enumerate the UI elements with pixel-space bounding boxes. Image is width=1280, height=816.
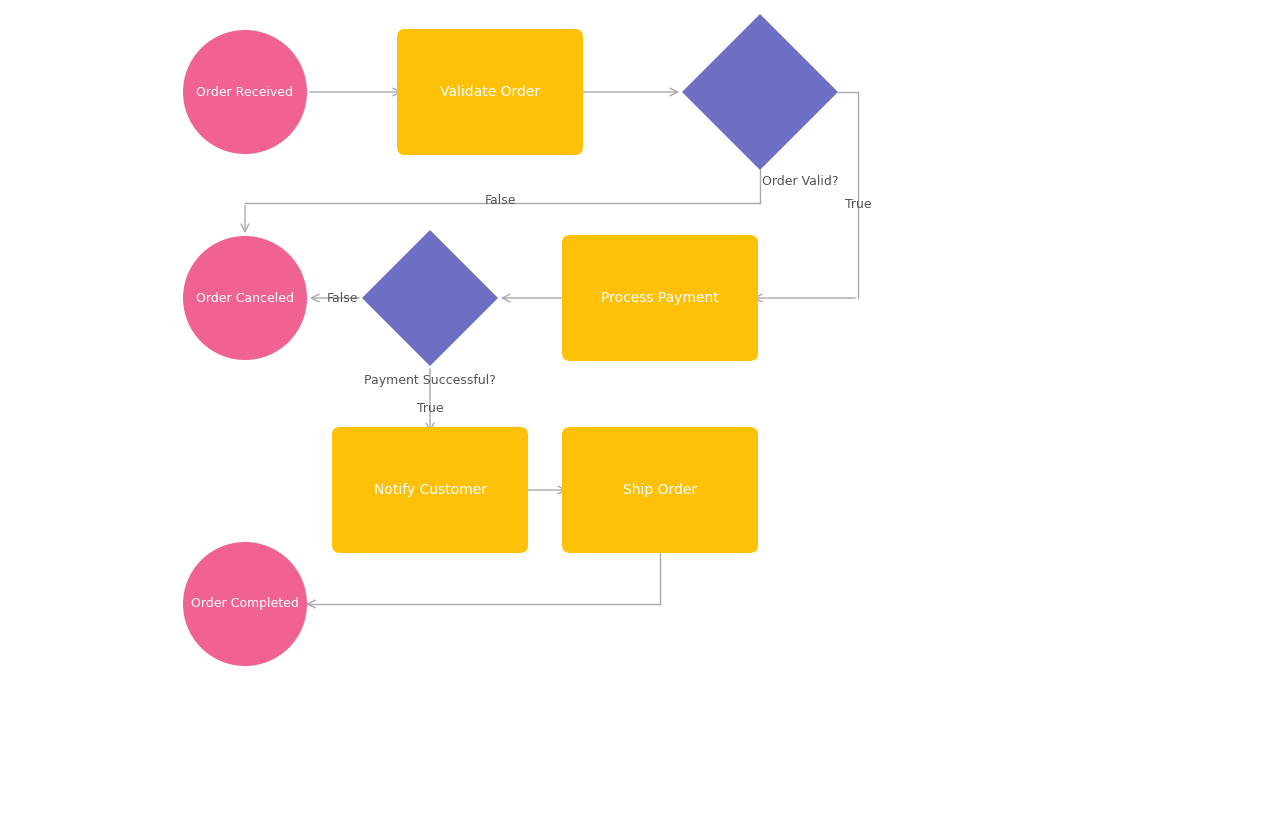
Text: Order Received: Order Received: [197, 86, 293, 99]
Text: Process Payment: Process Payment: [602, 291, 719, 305]
Text: Validate Order: Validate Order: [440, 85, 540, 99]
Polygon shape: [362, 230, 498, 366]
Polygon shape: [682, 14, 838, 170]
Ellipse shape: [183, 30, 307, 154]
Text: Notify Customer: Notify Customer: [374, 483, 486, 497]
Text: False: False: [326, 291, 358, 304]
FancyBboxPatch shape: [562, 427, 758, 553]
Text: Order Canceled: Order Canceled: [196, 291, 294, 304]
Ellipse shape: [183, 542, 307, 666]
FancyBboxPatch shape: [397, 29, 582, 155]
Text: False: False: [484, 193, 516, 206]
Text: Order Valid?: Order Valid?: [762, 175, 838, 188]
Ellipse shape: [183, 236, 307, 360]
Text: Payment Successful?: Payment Successful?: [364, 374, 495, 387]
FancyBboxPatch shape: [332, 427, 529, 553]
Text: Order Completed: Order Completed: [191, 597, 300, 610]
Text: True: True: [417, 402, 443, 415]
Text: True: True: [845, 198, 872, 211]
Text: Ship Order: Ship Order: [623, 483, 698, 497]
FancyBboxPatch shape: [562, 235, 758, 361]
